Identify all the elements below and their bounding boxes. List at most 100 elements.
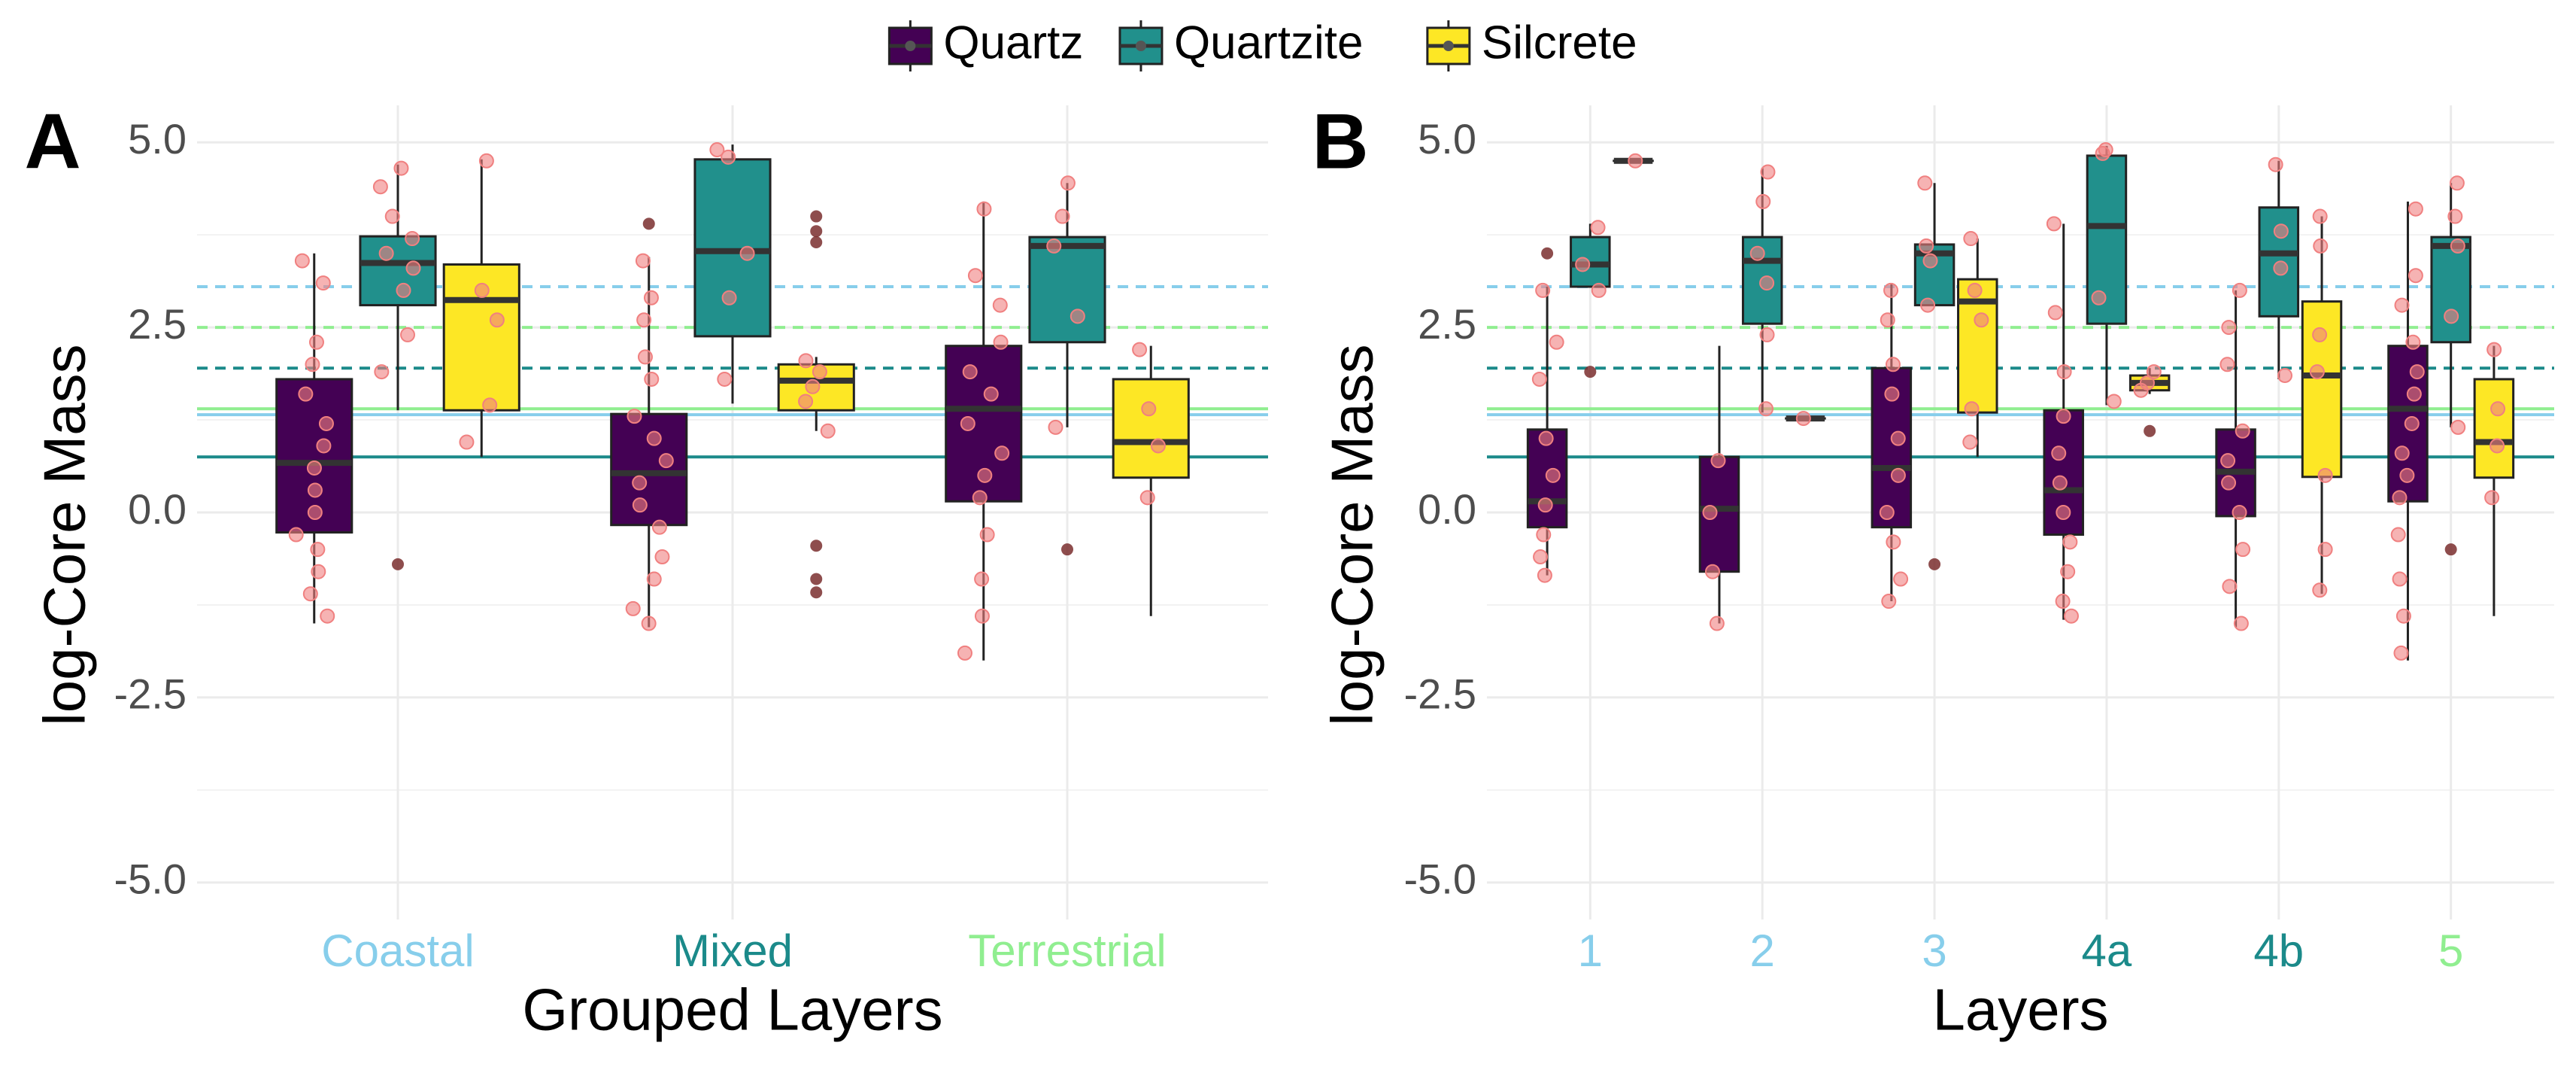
data-point [317,276,330,290]
data-point [1760,276,1773,290]
data-point [2135,384,2148,397]
y-tick-label: -2.5 [1404,670,1477,718]
data-point [1546,469,1560,482]
data-point [2221,454,2235,467]
data-point [2313,583,2326,597]
data-point [2056,506,2070,519]
box [2474,379,2513,478]
data-point [475,284,489,297]
data-point [394,162,408,175]
data-point [2269,158,2283,172]
data-point [2490,439,2504,452]
data-point [994,336,1008,349]
data-point [1047,239,1060,253]
outlier [1928,558,1940,570]
box [1030,237,1105,342]
data-point [1761,328,1774,342]
data-point [718,372,731,386]
data-point [2052,446,2065,460]
data-point [1061,176,1075,190]
data-point [2314,210,2327,223]
data-point [2107,394,2121,408]
data-point [299,388,312,401]
data-point [2311,365,2324,378]
data-point [2222,321,2235,334]
data-point [304,587,317,600]
data-point [1151,439,1165,452]
data-point [311,565,325,579]
data-point [1706,565,1719,579]
data-point [1919,239,1933,253]
data-point [1710,617,1724,631]
data-point [480,154,493,168]
x-tick-label: 3 [1922,926,1946,976]
panel-label: A [24,98,80,185]
legend-label: Silcrete [1482,17,1637,68]
data-point [2319,469,2332,482]
data-point [2056,594,2070,608]
data-point [2236,543,2250,556]
data-point [995,446,1009,460]
data-point [2222,476,2235,490]
data-point [308,483,322,497]
data-point [1071,309,1085,323]
outlier [1061,543,1073,555]
outlier [2144,425,2156,437]
data-point [405,232,419,245]
data-point [636,254,650,268]
data-point [961,417,975,430]
data-point [1628,154,1642,168]
data-point [2394,646,2408,660]
data-point [1885,388,1898,401]
data-point [2314,239,2327,253]
x-tick-label: 1 [1578,926,1603,976]
data-point [1894,573,1907,586]
data-point [375,365,388,378]
data-point [642,617,656,631]
data-point [308,461,321,475]
x-tick-label: 5 [2438,926,2463,976]
data-point [1964,232,1977,245]
data-point [290,528,303,542]
data-point [1756,195,1770,208]
y-tick-label: -2.5 [114,670,187,718]
y-axis-title: log-Core Mass [1319,344,1385,725]
data-point [2411,365,2424,378]
data-point [994,299,1007,312]
data-point [975,573,988,586]
outlier [392,558,404,570]
data-point [2065,609,2078,623]
data-point [320,609,334,623]
data-point [1704,506,1717,519]
x-axis-title: Layers [1932,977,2108,1043]
data-point [627,409,641,423]
data-point [813,365,827,378]
x-tick-label: Mixed [672,926,793,976]
data-point [645,372,658,386]
data-point [1142,402,1155,415]
data-point [2409,202,2423,216]
data-point [821,424,835,438]
data-point [1965,402,1979,415]
data-point [1133,343,1146,357]
panel-label: B [1312,98,1368,185]
outlier [810,586,822,598]
data-point [723,291,736,305]
data-point [2451,239,2465,253]
data-point [396,284,410,297]
data-point [1923,254,1937,268]
x-tick-label: Coastal [321,926,474,976]
data-point [1533,372,1546,386]
data-point [1892,469,1905,482]
data-point [660,454,673,467]
y-axis-title: log-Core Mass [32,344,98,725]
legend-key-point [1443,41,1454,51]
data-point [2233,284,2247,297]
data-point [2406,336,2420,349]
data-point [1540,432,1553,445]
data-point [799,354,812,367]
data-point [2444,309,2458,323]
data-point [2392,491,2406,504]
data-point [645,291,658,305]
